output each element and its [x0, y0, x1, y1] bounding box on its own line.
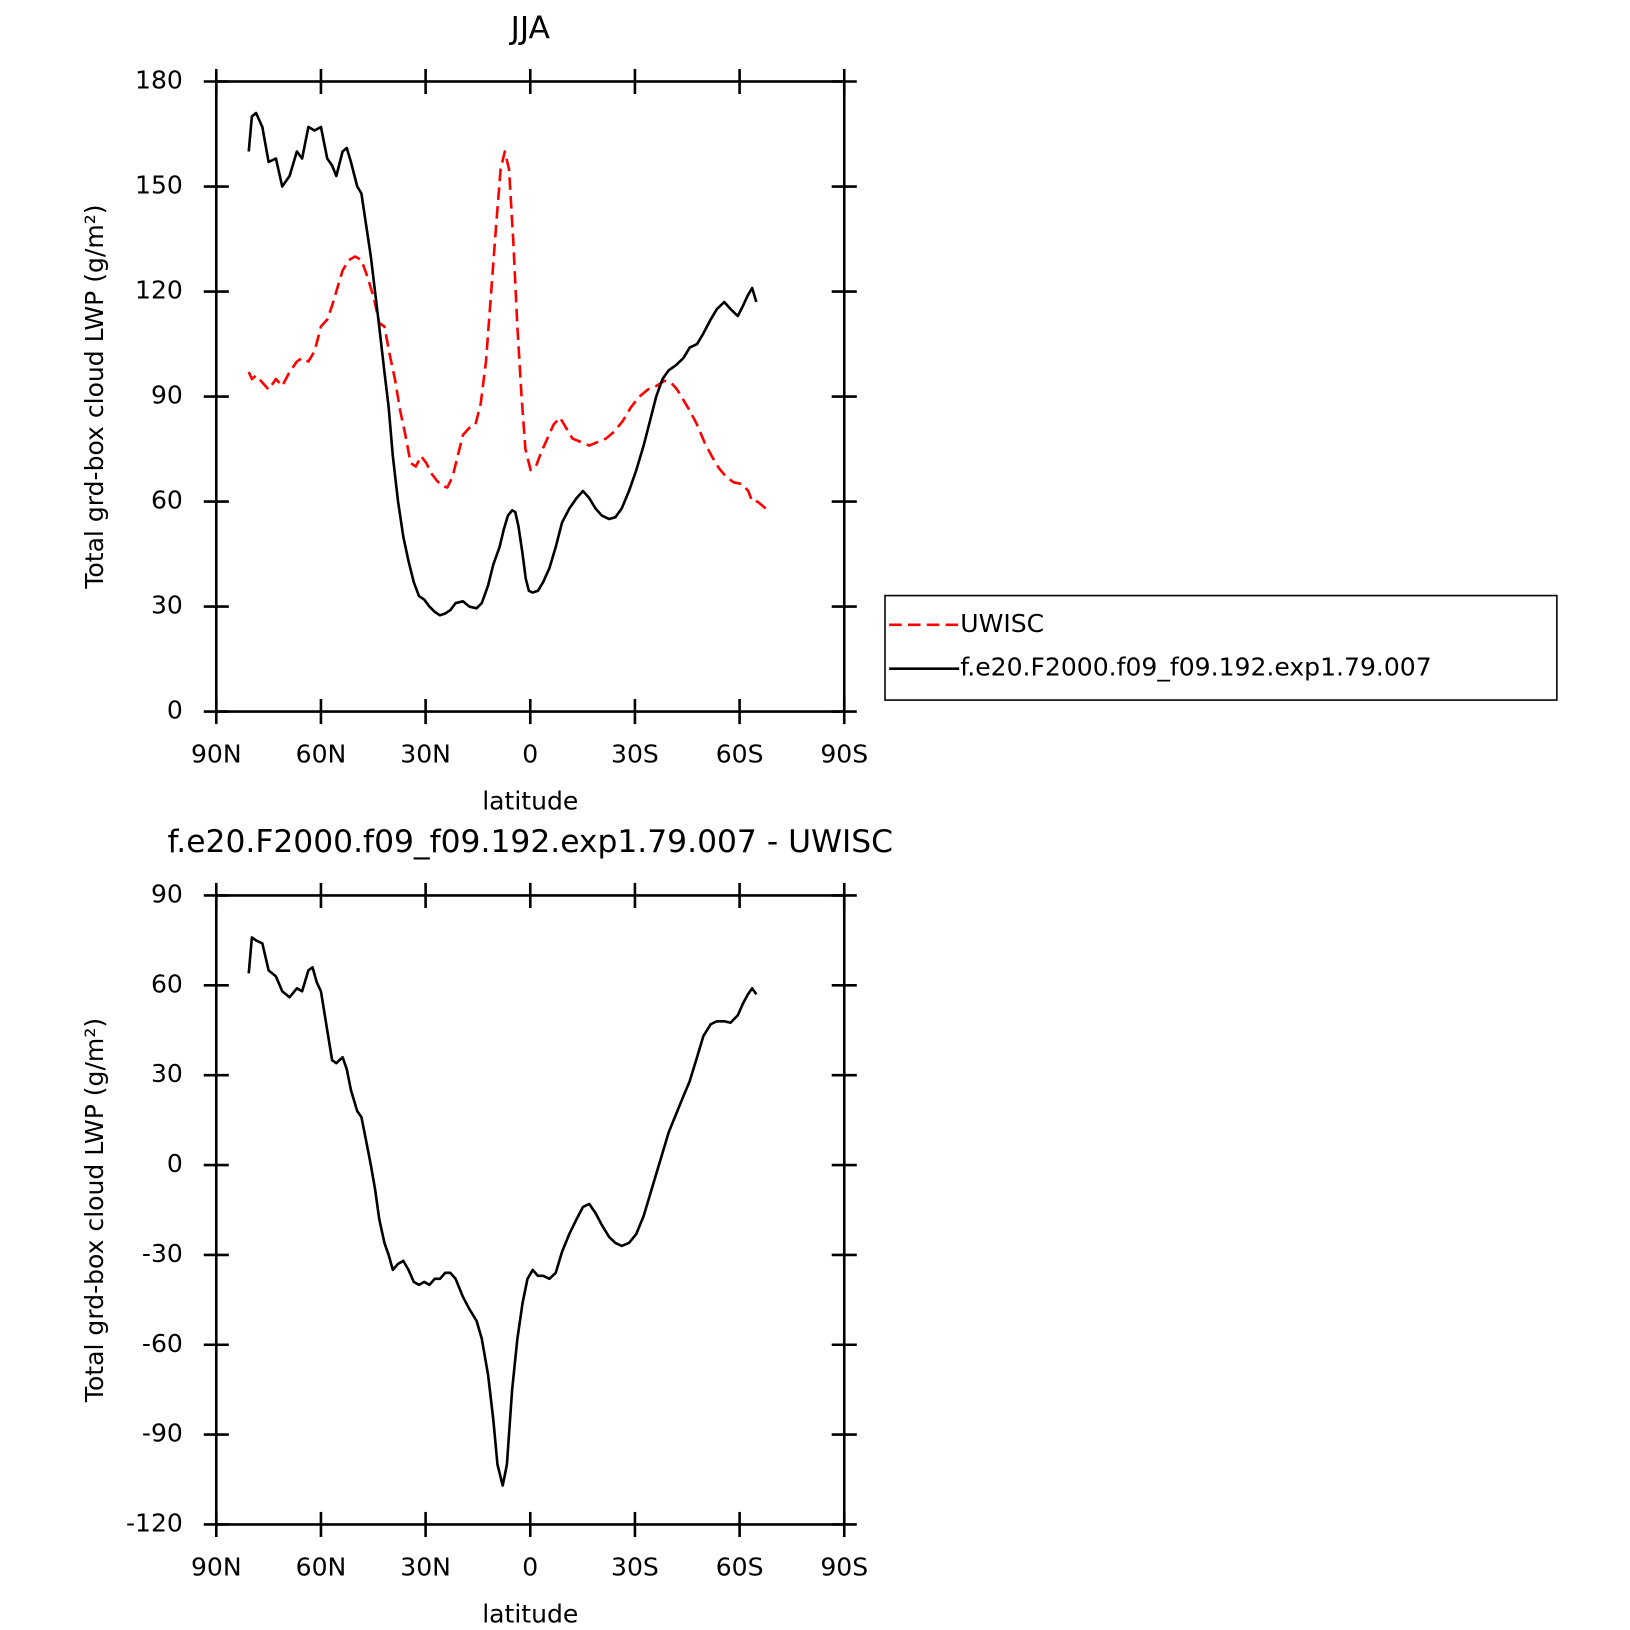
plot-frame — [214, 894, 846, 1526]
y-tick-label: 60 — [151, 969, 183, 998]
chart-title: f.e20.F2000.f09_f09.192.exp1.79.007 - UW… — [168, 824, 893, 860]
legend-label: f.e20.F2000.f09_f09.192.exp1.79.007 — [960, 653, 1431, 682]
x-tick-label: 60N — [296, 739, 347, 768]
x-axis-label: latitude — [482, 1599, 578, 1628]
x-tick-label: 60N — [296, 1552, 347, 1581]
chart-title: JJA — [509, 10, 551, 46]
data-line — [247, 150, 767, 510]
x-tick-label: 90N — [191, 1552, 242, 1581]
y-tick-label: 60 — [151, 486, 183, 515]
data-line — [247, 111, 758, 617]
y-axis-label: Total grd-box cloud LWP (g/m²) — [80, 204, 109, 589]
legend-label: UWISC — [960, 609, 1044, 638]
data-line — [247, 936, 758, 1487]
y-tick-label: 0 — [167, 696, 183, 725]
y-tick-label: -30 — [142, 1239, 183, 1268]
x-tick-label: 60S — [716, 1552, 764, 1581]
x-tick-label: 30N — [400, 739, 451, 768]
y-tick-label: -120 — [126, 1508, 183, 1537]
x-tick-label: 90N — [191, 739, 242, 768]
x-tick-label: 60S — [716, 739, 764, 768]
x-tick-label: 30S — [611, 739, 659, 768]
y-tick-label: -90 — [142, 1419, 183, 1448]
y-tick-label: -60 — [142, 1329, 183, 1358]
y-tick-label: 90 — [151, 879, 183, 908]
y-tick-label: 180 — [135, 66, 183, 95]
y-tick-label: 30 — [151, 1059, 183, 1088]
x-tick-label: 30N — [400, 1552, 451, 1581]
y-tick-label: 90 — [151, 381, 183, 410]
y-tick-label: 0 — [167, 1149, 183, 1178]
y-tick-label: 120 — [135, 276, 183, 305]
plot-frame — [214, 80, 846, 713]
x-tick-label: 90S — [820, 739, 868, 768]
y-axis-label: Total grd-box cloud LWP (g/m²) — [80, 1018, 109, 1403]
y-tick-label: 30 — [151, 591, 183, 620]
x-axis-label: latitude — [482, 786, 578, 815]
x-tick-label: 30S — [611, 1552, 659, 1581]
x-tick-label: 0 — [522, 1552, 538, 1581]
y-tick-label: 150 — [135, 171, 183, 200]
x-tick-label: 90S — [820, 1552, 868, 1581]
legend-frame — [884, 594, 1558, 701]
x-tick-label: 0 — [522, 739, 538, 768]
